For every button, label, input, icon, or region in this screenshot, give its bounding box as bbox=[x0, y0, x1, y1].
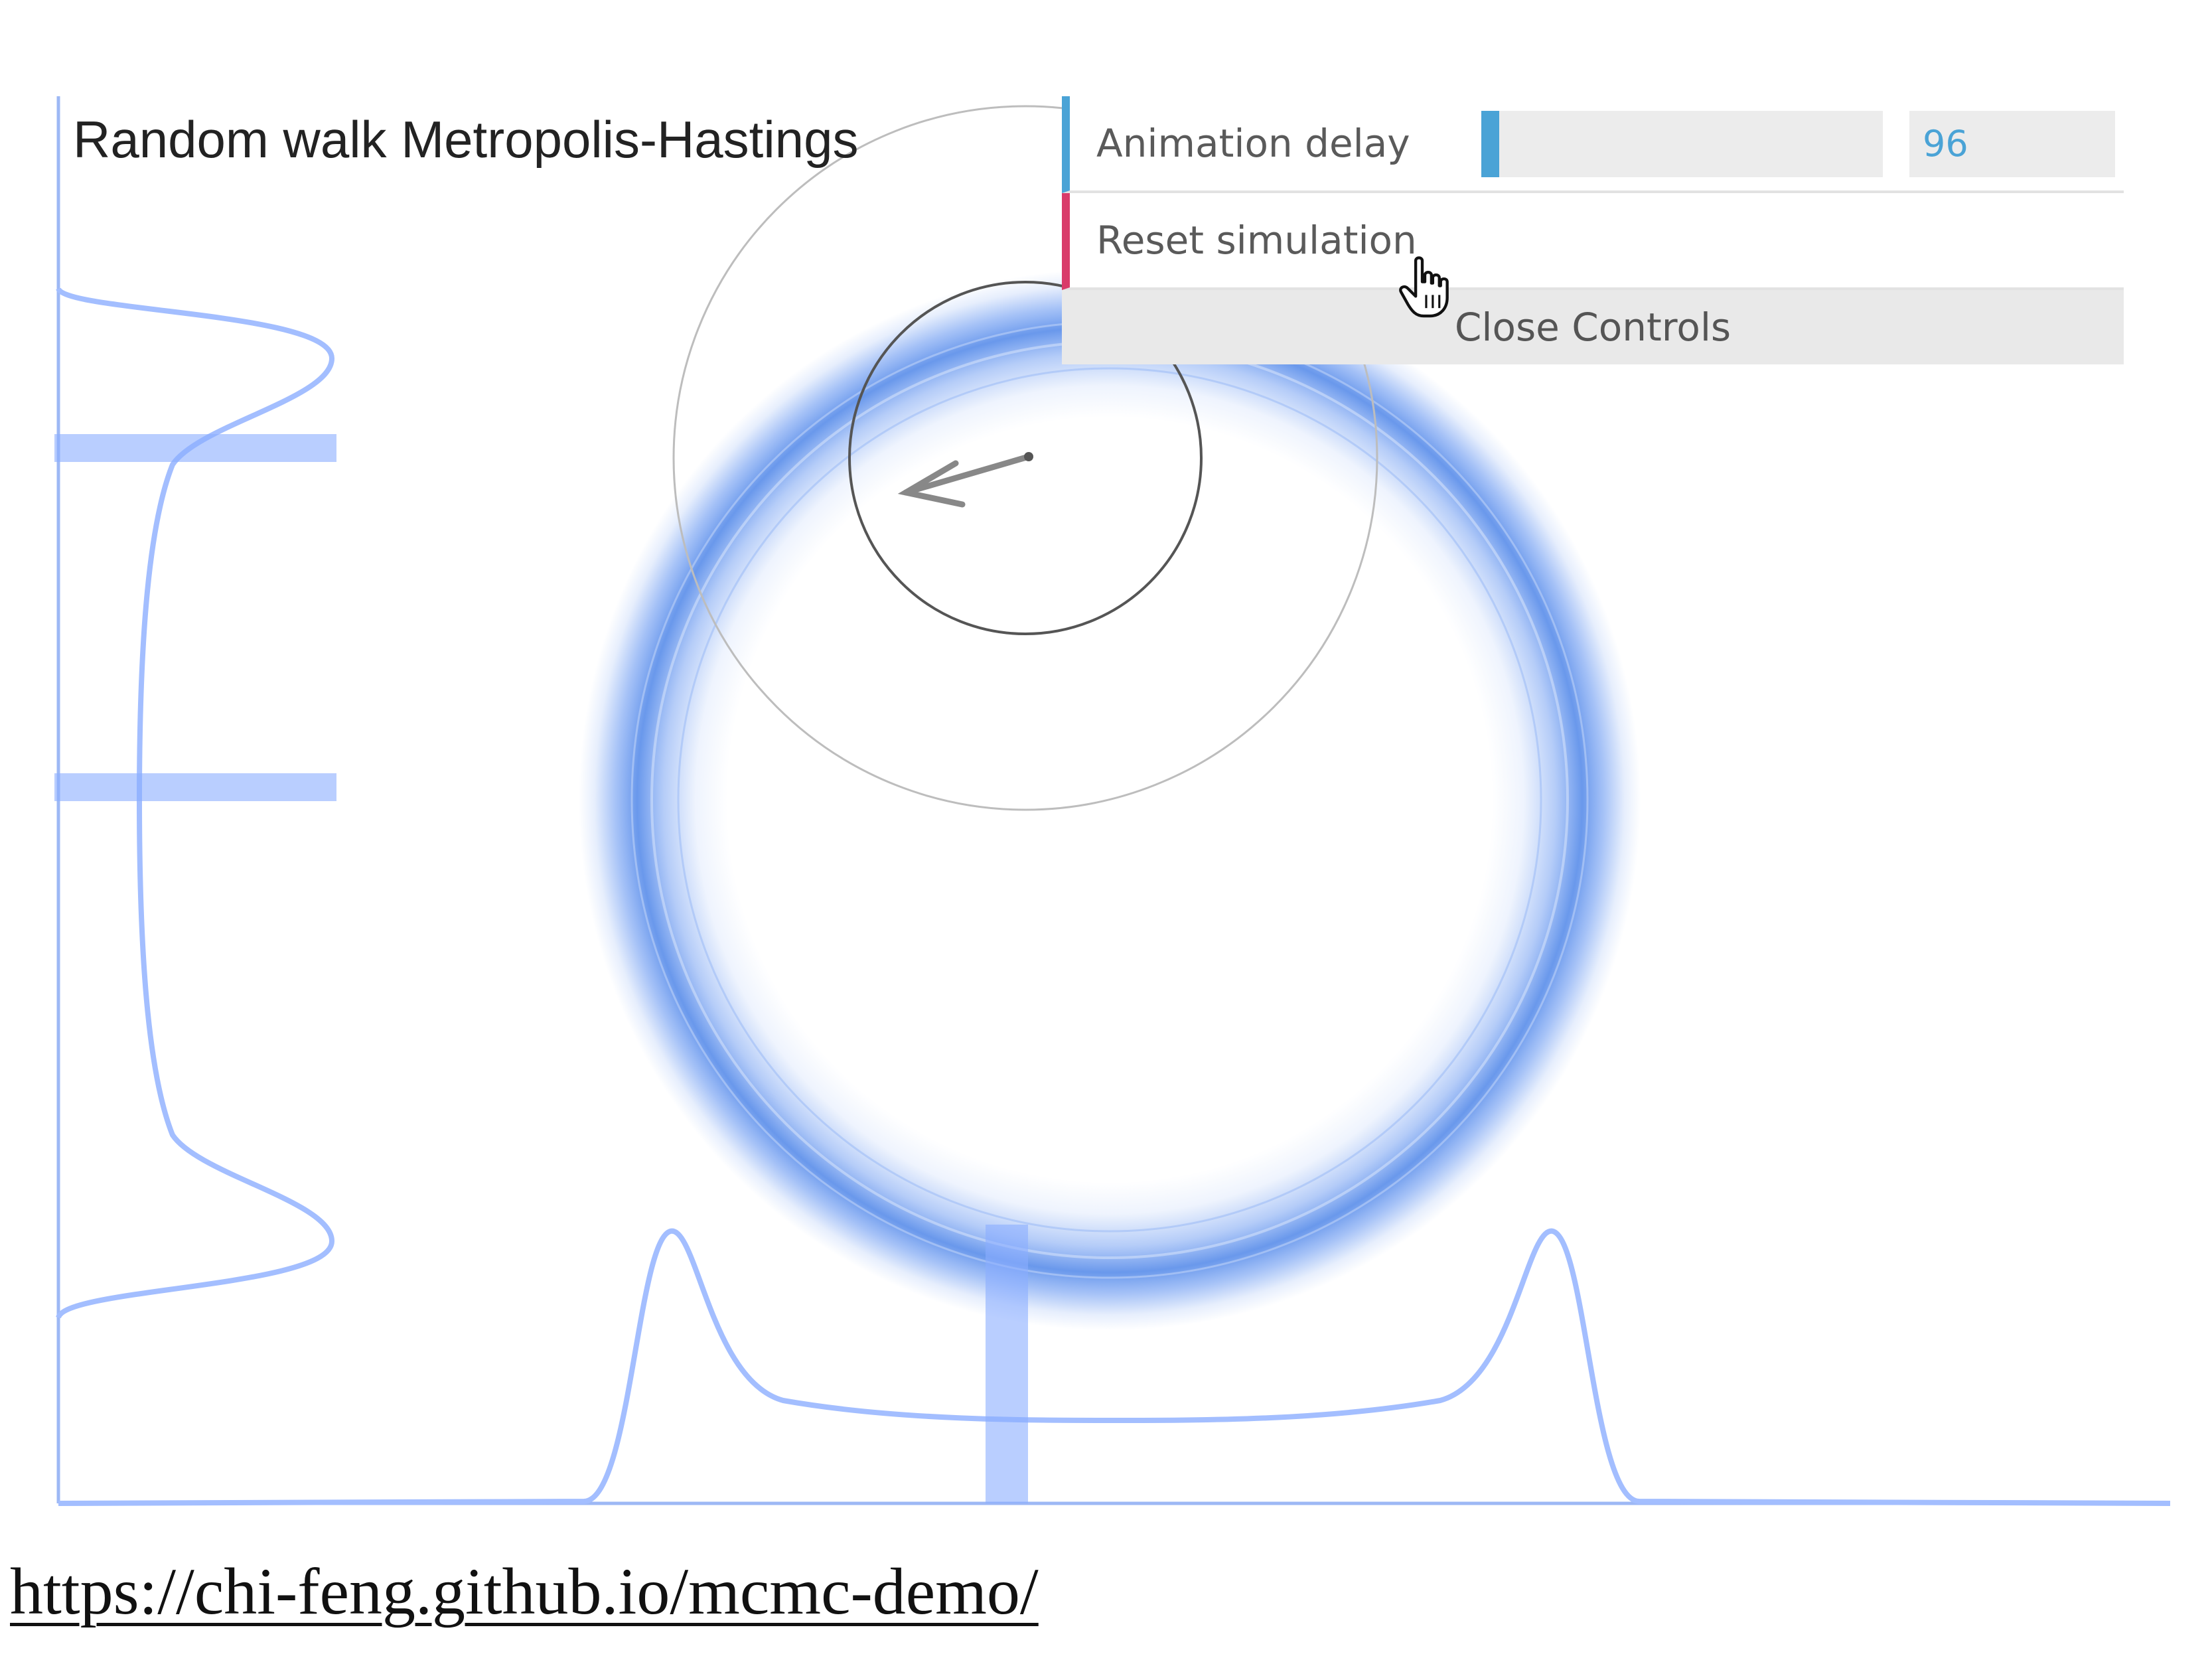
animation-delay-slider-fill bbox=[1481, 111, 1500, 177]
proposal-inner-circle bbox=[848, 281, 1203, 635]
reset-simulation-button[interactable]: Reset simulation bbox=[1062, 193, 2124, 290]
controls-panel: Animation delay 96 Reset simulation Clos… bbox=[1062, 96, 2124, 364]
marginal-x-curve bbox=[58, 1228, 2171, 1506]
reset-simulation-label: Reset simulation bbox=[1096, 218, 1417, 263]
demo-url-link[interactable]: https://chi-feng.github.io/mcmc-demo/ bbox=[10, 1554, 1039, 1628]
sample-bar-y bbox=[54, 434, 336, 462]
animation-delay-input[interactable]: 96 bbox=[1909, 111, 2115, 177]
visualization-title: Random walk Metropolis-Hastings bbox=[73, 110, 859, 169]
animation-delay-slider[interactable] bbox=[1481, 111, 1883, 177]
proposal-outer-circle bbox=[672, 105, 1378, 811]
animation-delay-control: Animation delay 96 bbox=[1062, 96, 2124, 193]
close-controls-button[interactable]: Close Controls bbox=[1062, 290, 2124, 364]
current-sample-dot bbox=[1024, 452, 1033, 461]
density-contour bbox=[677, 367, 1542, 1233]
sample-bar-y bbox=[54, 773, 336, 801]
arrow-icon bbox=[897, 453, 1032, 508]
animation-delay-label: Animation delay bbox=[1096, 121, 1410, 166]
sample-bar-x bbox=[986, 1225, 1028, 1503]
